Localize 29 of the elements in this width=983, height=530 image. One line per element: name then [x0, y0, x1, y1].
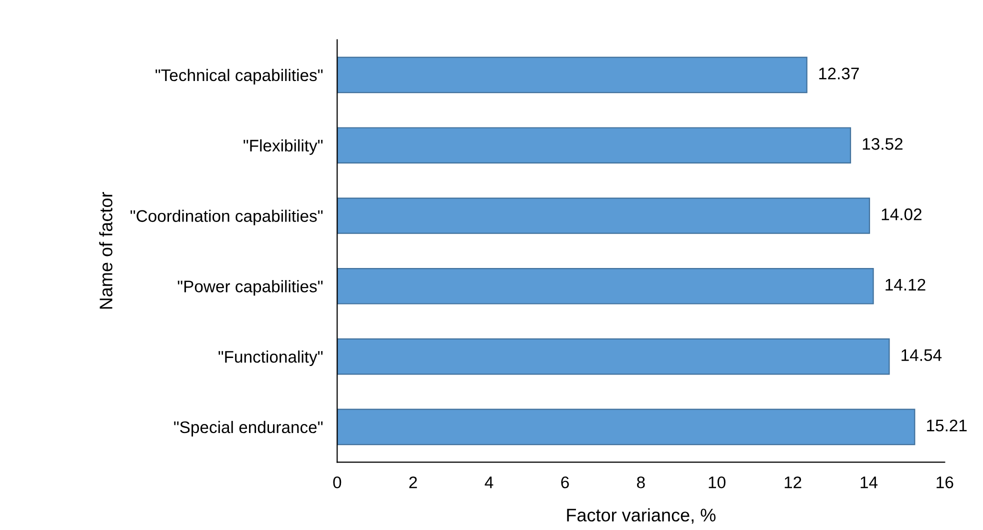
y-tick-label: "Flexibility" — [244, 139, 323, 155]
data-label: 15.21 — [927, 420, 967, 432]
y-tick-label: "Power capabilities" — [178, 280, 323, 296]
data-label: 13.52 — [862, 138, 902, 150]
y-tick-label: "Technical capabilities" — [156, 68, 323, 84]
data-label: 14.02 — [882, 208, 922, 220]
x-tick-label: 4 — [484, 476, 494, 488]
data-label: 14.54 — [902, 349, 942, 362]
y-tick-label: "Functionality" — [218, 350, 323, 366]
x-axis-title: Factor variance, % — [567, 508, 716, 524]
bar — [337, 198, 870, 234]
bar — [337, 408, 916, 446]
x-tick-label: 10 — [708, 476, 726, 488]
x-tick-label: 12 — [784, 476, 802, 488]
bar — [337, 268, 874, 304]
y-axis-title: Name of factor — [99, 192, 112, 309]
y-tick-label: "Coordination capabilities" — [130, 210, 323, 226]
x-tick-label: 16 — [936, 476, 954, 488]
data-label: 14.12 — [886, 278, 926, 290]
x-tick-label: 8 — [637, 476, 645, 488]
bar — [337, 56, 808, 94]
data-label: 12.37 — [819, 68, 859, 80]
bar — [337, 127, 852, 164]
bar — [337, 338, 890, 375]
y-tick-label: "Special endurance" — [174, 420, 323, 436]
x-tick-label: 6 — [561, 476, 569, 488]
x-tick-label: 0 — [333, 476, 342, 488]
x-tick-label: 14 — [860, 476, 878, 488]
x-tick-label: 2 — [409, 476, 417, 488]
